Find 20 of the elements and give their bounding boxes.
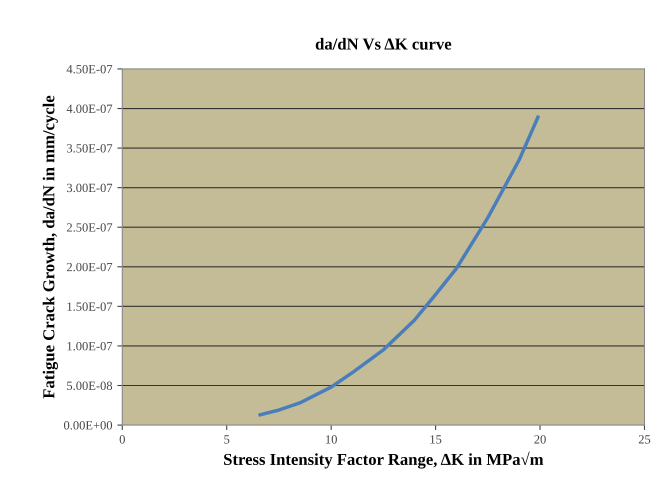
y-tick-label: 1.50E-07: [67, 302, 112, 311]
chart-title: da/dN Vs ΔK curve: [316, 38, 452, 50]
x-axis-title: Stress Intensity Factor Range, ΔK in MPa√m: [224, 452, 544, 469]
y-tick-label: 1.00E-07: [67, 342, 112, 350]
x-tick-label: 5: [224, 435, 230, 444]
x-tick-label: 10: [326, 435, 337, 444]
line-series: [258, 115, 540, 417]
y-tick-label: 5.00E-08: [67, 382, 112, 390]
y-tick-label: 4.00E-07: [66, 104, 112, 114]
y-tick-label: 0.00E+00: [64, 421, 112, 430]
y-axis-title: Fatigue Crack Growth, da/dN in mm/cycle: [42, 96, 58, 398]
y-tick-label: 3.50E-07: [66, 144, 112, 153]
y-tick-label: 4.50E-07: [66, 64, 112, 74]
y-tick-label: 2.50E-07: [66, 223, 112, 232]
x-tick-label: 0: [120, 435, 125, 444]
x-tick-label: 20: [534, 435, 546, 444]
y-tick-label: 2.00E-07: [66, 262, 112, 272]
y-tick-label: 3.00E-07: [66, 184, 112, 192]
x-tick-label: 15: [430, 435, 442, 444]
x-tick-label: 25: [638, 435, 650, 444]
